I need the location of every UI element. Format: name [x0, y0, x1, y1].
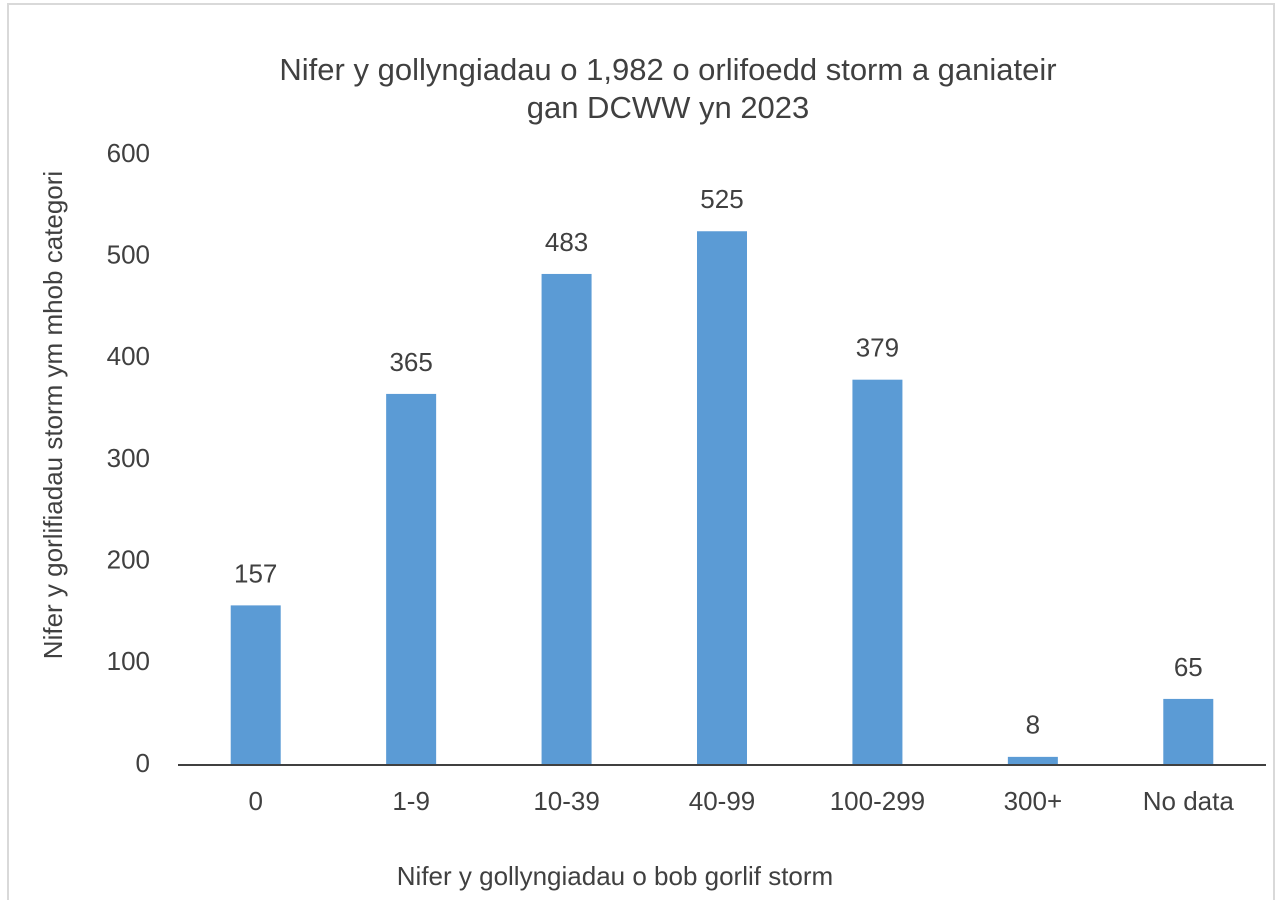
x-tick-label: 0	[248, 786, 262, 816]
y-tick-label: 300	[107, 443, 150, 473]
x-tick-label: 100-299	[830, 786, 925, 816]
data-label: 157	[234, 558, 277, 588]
bar	[697, 231, 747, 765]
x-tick-label: 40-99	[689, 786, 756, 816]
data-label: 379	[856, 333, 899, 363]
x-tick-label: 10-39	[533, 786, 600, 816]
x-tick-label: 300+	[1004, 786, 1063, 816]
bar	[1163, 698, 1214, 765]
chart-frame	[7, 3, 1275, 900]
y-tick-label: 400	[107, 341, 150, 371]
x-axis-label: Nifer y gollyngiadau o bob gorlif storm	[397, 861, 833, 891]
chart-title: gan DCWW yn 2023	[527, 90, 810, 125]
x-tick-label: No data	[1143, 786, 1235, 816]
data-label: 483	[545, 227, 588, 257]
chart-title: Nifer y gollyngiadau o 1,982 o orlifoedd…	[279, 52, 1056, 87]
bar	[1007, 756, 1058, 765]
data-label: 525	[700, 184, 743, 214]
x-tick-label: 1-9	[392, 786, 430, 816]
bar	[852, 379, 903, 765]
y-tick-label: 500	[107, 240, 150, 270]
y-tick-label: 600	[107, 138, 150, 168]
data-label: 8	[1026, 710, 1040, 740]
bar	[541, 273, 592, 765]
data-label: 65	[1174, 652, 1203, 682]
data-label: 365	[389, 347, 432, 377]
y-axis-label: Nifer y gorlifiadau storm ym mhob catego…	[38, 171, 68, 659]
y-tick-label: 0	[136, 748, 150, 778]
y-tick-label: 200	[107, 545, 150, 575]
y-tick-label: 100	[107, 646, 150, 676]
bar	[386, 393, 437, 765]
bar	[230, 605, 281, 765]
